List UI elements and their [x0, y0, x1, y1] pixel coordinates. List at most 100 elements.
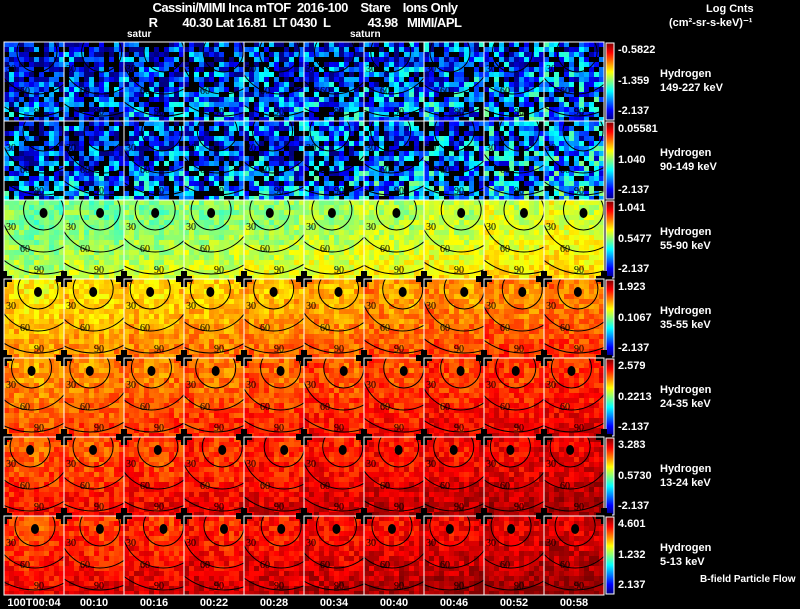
heatmap-cell [144, 166, 149, 171]
heatmap-cell [284, 102, 289, 107]
heatmap-cell [244, 210, 249, 215]
heatmap-cell [24, 240, 29, 245]
contour-line [304, 80, 364, 95]
heatmap-cell [214, 181, 219, 186]
heatmap-cell [164, 250, 169, 255]
heatmap-cell [514, 136, 519, 141]
heatmap-cell [99, 141, 104, 146]
heatmap-cell [599, 171, 604, 176]
heatmap-cell [339, 230, 344, 235]
heatmap-cell [24, 136, 29, 141]
heatmap-cell [409, 47, 414, 52]
heatmap-cell [34, 97, 39, 102]
heatmap-cell [399, 196, 404, 200]
heatmap-cell [59, 255, 64, 260]
heatmap-cell [499, 215, 504, 220]
heatmap-cell [179, 72, 184, 77]
heatmap-cell [434, 136, 439, 141]
heatmap-cell [469, 52, 474, 57]
heatmap-cell [279, 121, 284, 126]
heatmap-cell [434, 215, 439, 220]
heatmap-cell [254, 42, 259, 47]
heatmap-cell [309, 220, 314, 225]
heatmap-cell [39, 82, 44, 87]
heatmap-cell [139, 161, 144, 166]
heatmap-cell [479, 200, 484, 205]
heatmap-cell [529, 107, 534, 112]
heatmap-cell [214, 250, 219, 255]
heatmap-cell [54, 176, 59, 181]
heatmap-cell [144, 146, 149, 151]
heatmap-cell [119, 112, 124, 117]
heatmap-cell [349, 151, 354, 156]
heatmap-cell [539, 255, 544, 260]
heatmap-cell [414, 255, 419, 260]
heatmap-cell [414, 181, 419, 186]
heatmap-cell [434, 42, 439, 47]
contour-line [244, 186, 304, 196]
heatmap-cell [324, 156, 329, 161]
heatmap-cell [399, 82, 404, 87]
heatmap-cell [189, 260, 194, 265]
heatmap-cell [39, 176, 44, 181]
heatmap-cell [499, 67, 504, 72]
heatmap-cell [179, 77, 184, 82]
heatmap-cell [389, 240, 394, 245]
heatmap-cell [464, 255, 469, 260]
heatmap-cell [484, 235, 489, 240]
heatmap-cell [204, 87, 209, 92]
heatmap-cell [4, 156, 9, 161]
heatmap-cell [264, 166, 269, 171]
contour-line [83, 121, 124, 152]
heatmap-cell [384, 176, 389, 181]
heatmap-cell [299, 171, 304, 176]
heatmap-cell [419, 171, 424, 176]
heatmap-cell [59, 235, 64, 240]
heatmap-cell [224, 117, 229, 121]
heatmap-cell [584, 230, 589, 235]
heatmap-cell [99, 52, 104, 57]
heatmap-cell [494, 102, 499, 107]
heatmap-cell [234, 205, 239, 210]
heatmap-cell [119, 151, 124, 156]
heatmap-cell [439, 265, 444, 270]
heatmap-cell [129, 47, 134, 52]
heatmap-cell [104, 270, 109, 275]
heatmap-cell [9, 176, 14, 181]
heatmap-cell [574, 250, 579, 255]
heatmap-cell [144, 245, 149, 250]
contour-line [252, 121, 294, 152]
heatmap-cell [454, 260, 459, 265]
heatmap-cell [199, 270, 204, 275]
heatmap-cell [449, 270, 454, 275]
heatmap-cell [239, 121, 244, 126]
heatmap-cell [244, 250, 249, 255]
heatmap-cell [519, 270, 524, 275]
heatmap-cell [279, 136, 284, 141]
heatmap-cell [399, 57, 404, 62]
heatmap-cell [49, 67, 54, 72]
heatmap-cell [369, 72, 374, 77]
heatmap-cell [99, 240, 104, 245]
heatmap-cell [524, 270, 529, 275]
heatmap-cell [439, 126, 444, 131]
heatmap-cell [544, 156, 549, 161]
heatmap-cell [199, 92, 204, 97]
heatmap-cell [589, 215, 594, 220]
heatmap-cell [109, 225, 114, 230]
heatmap-cell [9, 171, 14, 176]
heatmap-cell [44, 225, 49, 230]
contour-label: 60 [320, 86, 330, 97]
heatmap-cell [174, 42, 179, 47]
heatmap-cell [424, 92, 429, 97]
heatmap-cell [569, 240, 574, 245]
heatmap-cell [154, 220, 159, 225]
heatmap-cell [274, 181, 279, 186]
heatmap-cell [184, 77, 189, 82]
heatmap-cell [439, 240, 444, 245]
heatmap-cell [134, 225, 139, 230]
heatmap-cell [44, 176, 49, 181]
heatmap-cell [49, 176, 54, 181]
heatmap-cell [129, 200, 134, 205]
heatmap-cell [299, 260, 304, 265]
